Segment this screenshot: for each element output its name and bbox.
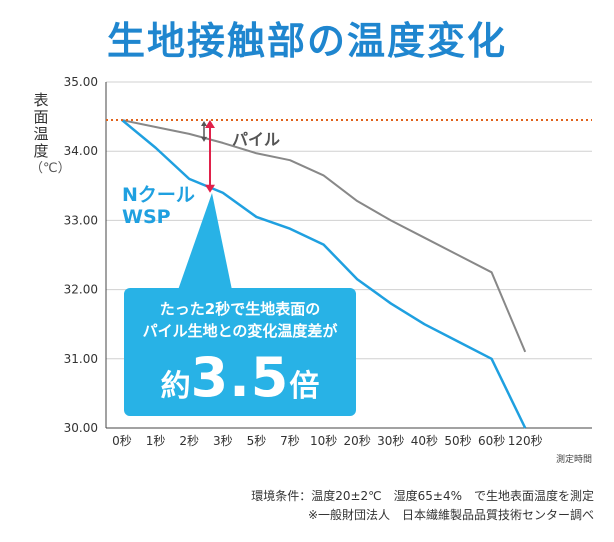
callout-box: たった2秒で生地表面の パイル生地との変化温度差が 約3.5倍 [124, 288, 356, 416]
callout-line1: たった2秒で生地表面の [159, 300, 321, 318]
x-tick-label: 0秒 [112, 434, 132, 448]
y-tick-label: 33.00 [64, 213, 98, 227]
x-tick-label: 3秒 [213, 434, 233, 448]
y-tick-label: 31.00 [64, 352, 98, 366]
series-label-ncool-line1: Nクール [122, 184, 195, 206]
difference-arrow-pile-head-bottom [201, 136, 207, 142]
x-tick-label: 2秒 [179, 434, 199, 448]
x-tick-label: 60秒 [478, 434, 505, 448]
x-tick-label: 20秒 [344, 434, 371, 448]
y-tick-label: 35.00 [64, 75, 98, 89]
x-tick-label: 40秒 [411, 434, 438, 448]
tick-labels: 35.00 34.00 33.00 32.00 31.00 30.00 0秒 1秒 2秒 3秒 5秒… [64, 75, 592, 465]
y-tick-label: 32.00 [64, 283, 98, 297]
x-tick-label: 50秒 [444, 434, 471, 448]
callout-line2: パイル生地との変化温度差が [142, 322, 338, 340]
series-line-pile [121, 119, 527, 353]
y-axis-label-char: 表 [33, 91, 49, 109]
y-tick-label: 34.00 [64, 144, 98, 158]
series-label-pile: パイル [232, 130, 281, 149]
chart-title: 生地接触部の温度変化 [106, 19, 507, 63]
difference-arrow-pile-head-top [201, 121, 207, 127]
footnote-source: ※一般財団法人 日本繊維製品品質技術センター調べ [307, 508, 594, 522]
annotations [106, 119, 592, 193]
callout-prefix: 約 [160, 369, 191, 404]
x-tick-label: 1秒 [146, 434, 166, 448]
callout-highlight: 約3.5倍 [124, 346, 356, 409]
y-axis-label-char: 温 [33, 125, 49, 143]
series-label-ncool-line2: WSP [122, 206, 171, 228]
x-tick-label: 10秒 [310, 434, 337, 448]
callout-suffix: 倍 [289, 369, 320, 404]
difference-arrow-head-bottom [205, 184, 215, 193]
y-tick-label: 30.00 [64, 421, 98, 435]
series-line-ncool [121, 119, 527, 429]
footnote-conditions: 環境条件：温度20±2℃ 湿度65±4% で生地表面温度を測定 [251, 489, 594, 503]
y-axis-label-char: 面 [33, 108, 49, 126]
x-tick-label: 120秒 [508, 434, 543, 448]
y-axis-label-char: 度 [33, 142, 49, 160]
x-tick-label: 5秒 [247, 434, 267, 448]
x-tick-label: 30秒 [377, 434, 404, 448]
difference-arrow-head-top [205, 120, 215, 129]
callout-value: 3.5 [190, 346, 290, 409]
x-axis-note: 測定時間 [556, 453, 592, 465]
x-tick-label: 7秒 [280, 434, 300, 448]
series-lines [121, 119, 527, 429]
series-label-ncool: Nクール WSP [122, 184, 195, 228]
